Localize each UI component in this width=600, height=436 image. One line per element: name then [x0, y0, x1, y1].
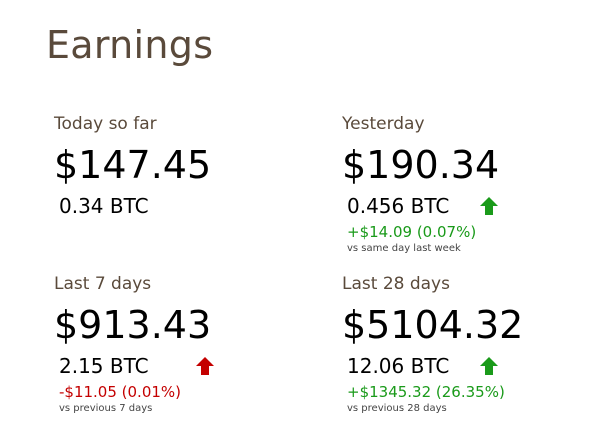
- last28-amount: $5104.32: [342, 303, 524, 347]
- arrow-up-icon: [480, 197, 498, 215]
- yesterday-btc: 0.456 BTC: [347, 194, 450, 218]
- arrow-down-shape: [196, 357, 214, 375]
- yesterday-card: Yesterday $190.34 0.456 BTC +$14.09 (0.0…: [342, 116, 592, 266]
- yesterday-change: +$14.09 (0.07%): [347, 223, 477, 241]
- last7-btc: 2.15 BTC: [59, 354, 149, 378]
- today-amount: $147.45: [54, 143, 212, 187]
- arrow-up-icon: [480, 357, 498, 375]
- last7-change: -$11.05 (0.01%): [59, 383, 182, 401]
- yesterday-amount: $190.34: [342, 143, 500, 187]
- yesterday-compare: vs same day last week: [347, 243, 461, 254]
- last28-card: Last 28 days $5104.32 12.06 BTC +$1345.3…: [342, 276, 592, 426]
- last28-btc: 12.06 BTC: [347, 354, 450, 378]
- last7-compare: vs previous 7 days: [59, 403, 153, 414]
- yesterday-label: Yesterday: [342, 114, 425, 134]
- arrow-up-shape: [480, 197, 498, 215]
- page-title: Earnings: [46, 23, 214, 67]
- last7-label: Last 7 days: [54, 274, 152, 294]
- last7-card: Last 7 days $913.43 2.15 BTC -$11.05 (0.…: [54, 276, 304, 426]
- today-card: Today so far $147.45 0.34 BTC: [54, 116, 304, 266]
- last28-label: Last 28 days: [342, 274, 450, 294]
- last28-change: +$1345.32 (26.35%): [347, 383, 505, 401]
- today-btc: 0.34 BTC: [59, 194, 149, 218]
- arrow-up-shape: [480, 357, 498, 375]
- last7-amount: $913.43: [54, 303, 212, 347]
- today-label: Today so far: [54, 114, 157, 134]
- last28-compare: vs previous 28 days: [347, 403, 447, 414]
- arrow-down-icon: [196, 357, 214, 375]
